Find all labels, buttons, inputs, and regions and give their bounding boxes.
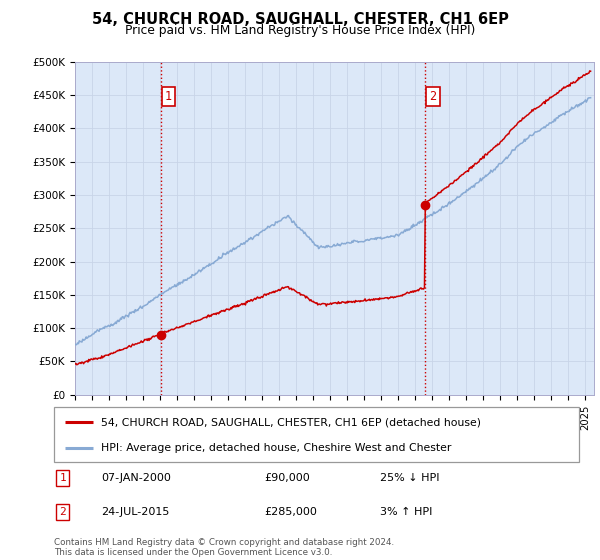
Text: 3% ↑ HPI: 3% ↑ HPI [380, 507, 432, 517]
Text: 2: 2 [59, 507, 66, 517]
FancyBboxPatch shape [54, 407, 579, 462]
Text: 2: 2 [429, 90, 436, 103]
Text: Price paid vs. HM Land Registry's House Price Index (HPI): Price paid vs. HM Land Registry's House … [125, 24, 475, 36]
Text: 24-JUL-2015: 24-JUL-2015 [101, 507, 170, 517]
Text: 07-JAN-2000: 07-JAN-2000 [101, 473, 171, 483]
Text: 54, CHURCH ROAD, SAUGHALL, CHESTER, CH1 6EP: 54, CHURCH ROAD, SAUGHALL, CHESTER, CH1 … [92, 12, 508, 27]
Text: Contains HM Land Registry data © Crown copyright and database right 2024.
This d: Contains HM Land Registry data © Crown c… [54, 538, 394, 557]
Text: 54, CHURCH ROAD, SAUGHALL, CHESTER, CH1 6EP (detached house): 54, CHURCH ROAD, SAUGHALL, CHESTER, CH1 … [101, 418, 481, 427]
Text: HPI: Average price, detached house, Cheshire West and Chester: HPI: Average price, detached house, Ches… [101, 444, 452, 453]
Text: 1: 1 [165, 90, 172, 103]
Text: 25% ↓ HPI: 25% ↓ HPI [380, 473, 439, 483]
Text: £90,000: £90,000 [264, 473, 310, 483]
Text: £285,000: £285,000 [264, 507, 317, 517]
Text: 1: 1 [59, 473, 66, 483]
